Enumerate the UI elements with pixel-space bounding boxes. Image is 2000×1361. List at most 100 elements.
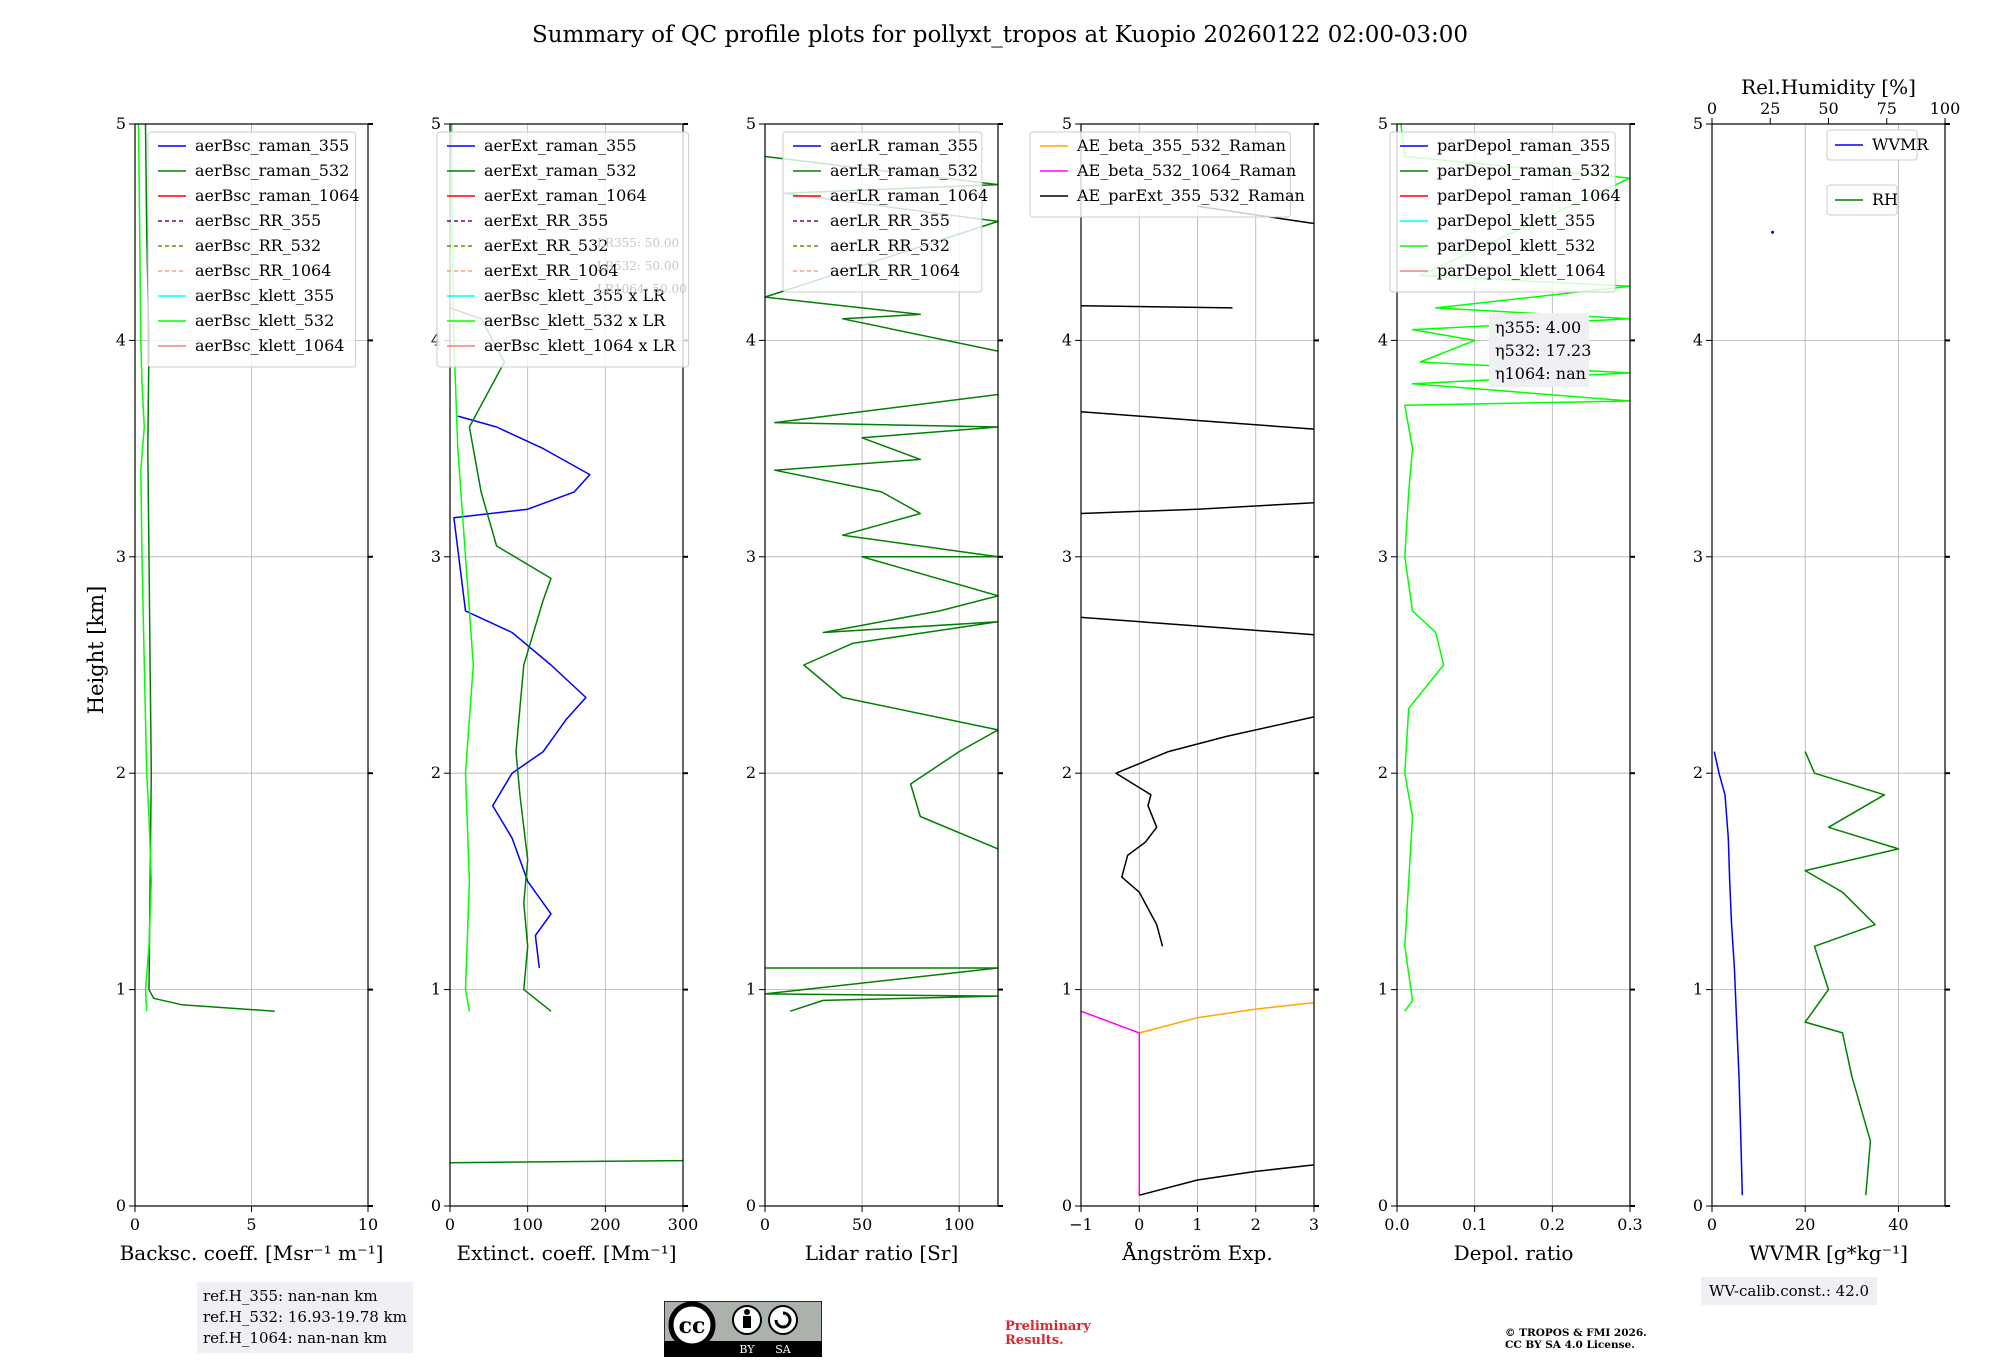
- y-tick-label: 2: [1693, 763, 1703, 782]
- y-tick-label: 0: [1062, 1196, 1072, 1215]
- x-tick-label: −1: [1069, 1215, 1093, 1234]
- y-tick-label: 2: [1062, 763, 1072, 782]
- x-tick-label: 100: [944, 1215, 975, 1234]
- legend-label-aerBsc_raman_355: aerBsc_raman_355: [195, 136, 349, 155]
- x-tick-label: 0: [1707, 1215, 1717, 1234]
- y-tick-label: 5: [1062, 114, 1072, 133]
- legend-label-aerLR_RR_355: aerLR_RR_355: [830, 211, 950, 230]
- preliminary-line-2: Results.: [1005, 1333, 1064, 1348]
- legend-label-parDepol_raman_532: parDepol_raman_532: [1437, 161, 1610, 180]
- legend-label-aerLR_raman_355: aerLR_raman_355: [830, 136, 978, 155]
- series-line-AE_parExt_seg3: [1081, 411, 1314, 430]
- legend-label-parDepol_raman_1064: parDepol_raman_1064: [1437, 186, 1621, 205]
- legend-label-aerBsc_raman_1064: aerBsc_raman_1064: [195, 186, 360, 205]
- preliminary-line-1: Preliminary: [1005, 1319, 1091, 1334]
- x-tick-label: 0.2: [1540, 1215, 1565, 1234]
- legend-label-aerBsc_klett_532 x LR: aerBsc_klett_532 x LR: [484, 311, 666, 330]
- y-tick-label: 2: [116, 763, 126, 782]
- axes-frame: [449, 123, 684, 1207]
- reference-heights-box: ref.H_355: nan-nan km ref.H_532: 16.93-1…: [197, 1282, 413, 1353]
- series-line-aerExt_raman_355: [453, 415, 591, 969]
- x-tick-label: 0: [1134, 1215, 1144, 1234]
- copyright-line-1: © TROPOS & FMI 2026.: [1505, 1327, 1647, 1339]
- series-line-aerLR_raman_532: [765, 967, 998, 1012]
- series-line-AE_parExt_seg4: [1081, 305, 1233, 309]
- x-tick-label: 10: [358, 1215, 378, 1234]
- top-tick-label: 75: [1877, 99, 1897, 118]
- legend-box: [436, 131, 690, 368]
- y-tick-label: 4: [746, 330, 756, 349]
- axes-frame: [1711, 123, 1946, 1207]
- cc-logo-text: cc: [679, 1313, 706, 1339]
- y-tick-label: 5: [746, 114, 756, 133]
- y-tick-label: 4: [1693, 330, 1703, 349]
- y-tick-label: 2: [1378, 763, 1388, 782]
- y-tick-label: 2: [431, 763, 441, 782]
- y-tick-label: 4: [116, 330, 126, 349]
- x-tick-label: 40: [1888, 1215, 1908, 1234]
- series-line-aerLR_raman_532_mid: [773, 393, 998, 850]
- legend-label-aerLR_RR_1064: aerLR_RR_1064: [830, 261, 960, 280]
- eta-box: [1489, 313, 1589, 387]
- y-tick-label: 5: [116, 114, 126, 133]
- y-tick-label: 4: [1062, 330, 1072, 349]
- figure-title: Summary of QC profile plots for pollyxt_…: [532, 22, 1468, 48]
- ref-height-1064: ref.H_1064: nan-nan km: [203, 1329, 388, 1347]
- series-line-aerExt_raman_532_low: [450, 1159, 683, 1164]
- series-line-AE_beta_532_1064_Raman: [1081, 1010, 1141, 1196]
- y-tick-label: 2: [746, 763, 756, 782]
- panel-lidar_ratio: 0 50 100 0 1 2 3 4 5 Lidar ratio [Sr] aerLR_raman_…: [746, 114, 1003, 1265]
- x-axis-label: Backsc. coeff. [Msr⁻¹ m⁻¹]: [120, 1241, 384, 1265]
- y-tick-label: 3: [1378, 547, 1388, 566]
- x-tick-label: 50: [852, 1215, 872, 1234]
- y-tick-label: 3: [1062, 547, 1072, 566]
- legend-label-aerLR_raman_532: aerLR_raman_532: [830, 161, 978, 180]
- legend-label-aerBsc_klett_355 x LR: aerBsc_klett_355 x LR: [484, 286, 666, 305]
- y-tick-label: 1: [1062, 980, 1072, 999]
- legend-label-RH: RH: [1872, 190, 1898, 209]
- legend-label-aerExt_RR_532: aerExt_RR_532: [484, 236, 608, 255]
- x-tick-label: 0: [130, 1215, 140, 1234]
- top-tick-label: 100: [1930, 99, 1961, 118]
- axes-frame: [1396, 123, 1631, 1207]
- legend-label-AE_parExt_355_532_Raman: AE_parExt_355_532_Raman: [1076, 186, 1305, 205]
- x-tick-label: 3: [1309, 1215, 1319, 1234]
- legend-label-aerBsc_klett_355: aerBsc_klett_355: [195, 286, 334, 305]
- series-line-AE_parExt_mid: [1115, 716, 1314, 947]
- y-tick-label: 3: [431, 547, 441, 566]
- ref-height-532: ref.H_532: 16.93-19.78 km: [203, 1308, 407, 1326]
- legend-label-aerBsc_klett_1064: aerBsc_klett_1064: [195, 336, 344, 355]
- y-tick-label: 5: [1693, 114, 1703, 133]
- y-tick-label: 4: [431, 330, 441, 349]
- series-line-RH: [1804, 751, 1900, 1196]
- y-tick-label: 1: [1693, 980, 1703, 999]
- panel-depol: 0.0 0.1 0.2 0.3 0 1 2 3 4 5 Depol. ratio parDepol_r…: [1378, 114, 1643, 1265]
- y-tick-label: 0: [1693, 1196, 1703, 1215]
- series-line-WVMR: [1713, 751, 1744, 1196]
- y-tick-label: 0: [746, 1196, 756, 1215]
- legend-box: [1029, 131, 1291, 218]
- y-tick-label: 1: [746, 980, 756, 999]
- series-line-AE_parExt_low: [1139, 1164, 1314, 1196]
- y-tick-label: 1: [116, 980, 126, 999]
- y-tick-label: 1: [1378, 980, 1388, 999]
- x-axis-label: WVMR [g*kg⁻¹]: [1749, 1241, 1908, 1265]
- series-line-AE_parExt_seg1: [1081, 616, 1314, 636]
- y-tick-label: 0: [1378, 1196, 1388, 1215]
- data-point: [1771, 230, 1775, 234]
- legend-label-aerExt_raman_532: aerExt_raman_532: [484, 161, 637, 180]
- cc-by-label: BY: [739, 1343, 755, 1356]
- legend-label-aerBsc_RR_532: aerBsc_RR_532: [195, 236, 321, 255]
- x-tick-label: 20: [1795, 1215, 1815, 1234]
- legend-label-aerExt_raman_1064: aerExt_raman_1064: [484, 186, 647, 205]
- series-line-aerExt_raman_532: [450, 307, 552, 1012]
- legend-label-parDepol_klett_1064: parDepol_klett_1064: [1437, 261, 1606, 280]
- secondary-axis-label: Rel.Humidity [%]: [1741, 75, 1916, 99]
- copyright-note: © TROPOS & FMI 2026. CC BY SA 4.0 Licens…: [1505, 1327, 1647, 1351]
- legend-label-parDepol_raman_355: parDepol_raman_355: [1437, 136, 1610, 155]
- series-line-parDepol_klett_532: [1400, 124, 1630, 1012]
- legend-label-aerBsc_klett_1064 x LR: aerBsc_klett_1064 x LR: [484, 336, 676, 355]
- top-tick-label: 25: [1760, 99, 1780, 118]
- legend-label-aerBsc_klett_532: aerBsc_klett_532: [195, 311, 334, 330]
